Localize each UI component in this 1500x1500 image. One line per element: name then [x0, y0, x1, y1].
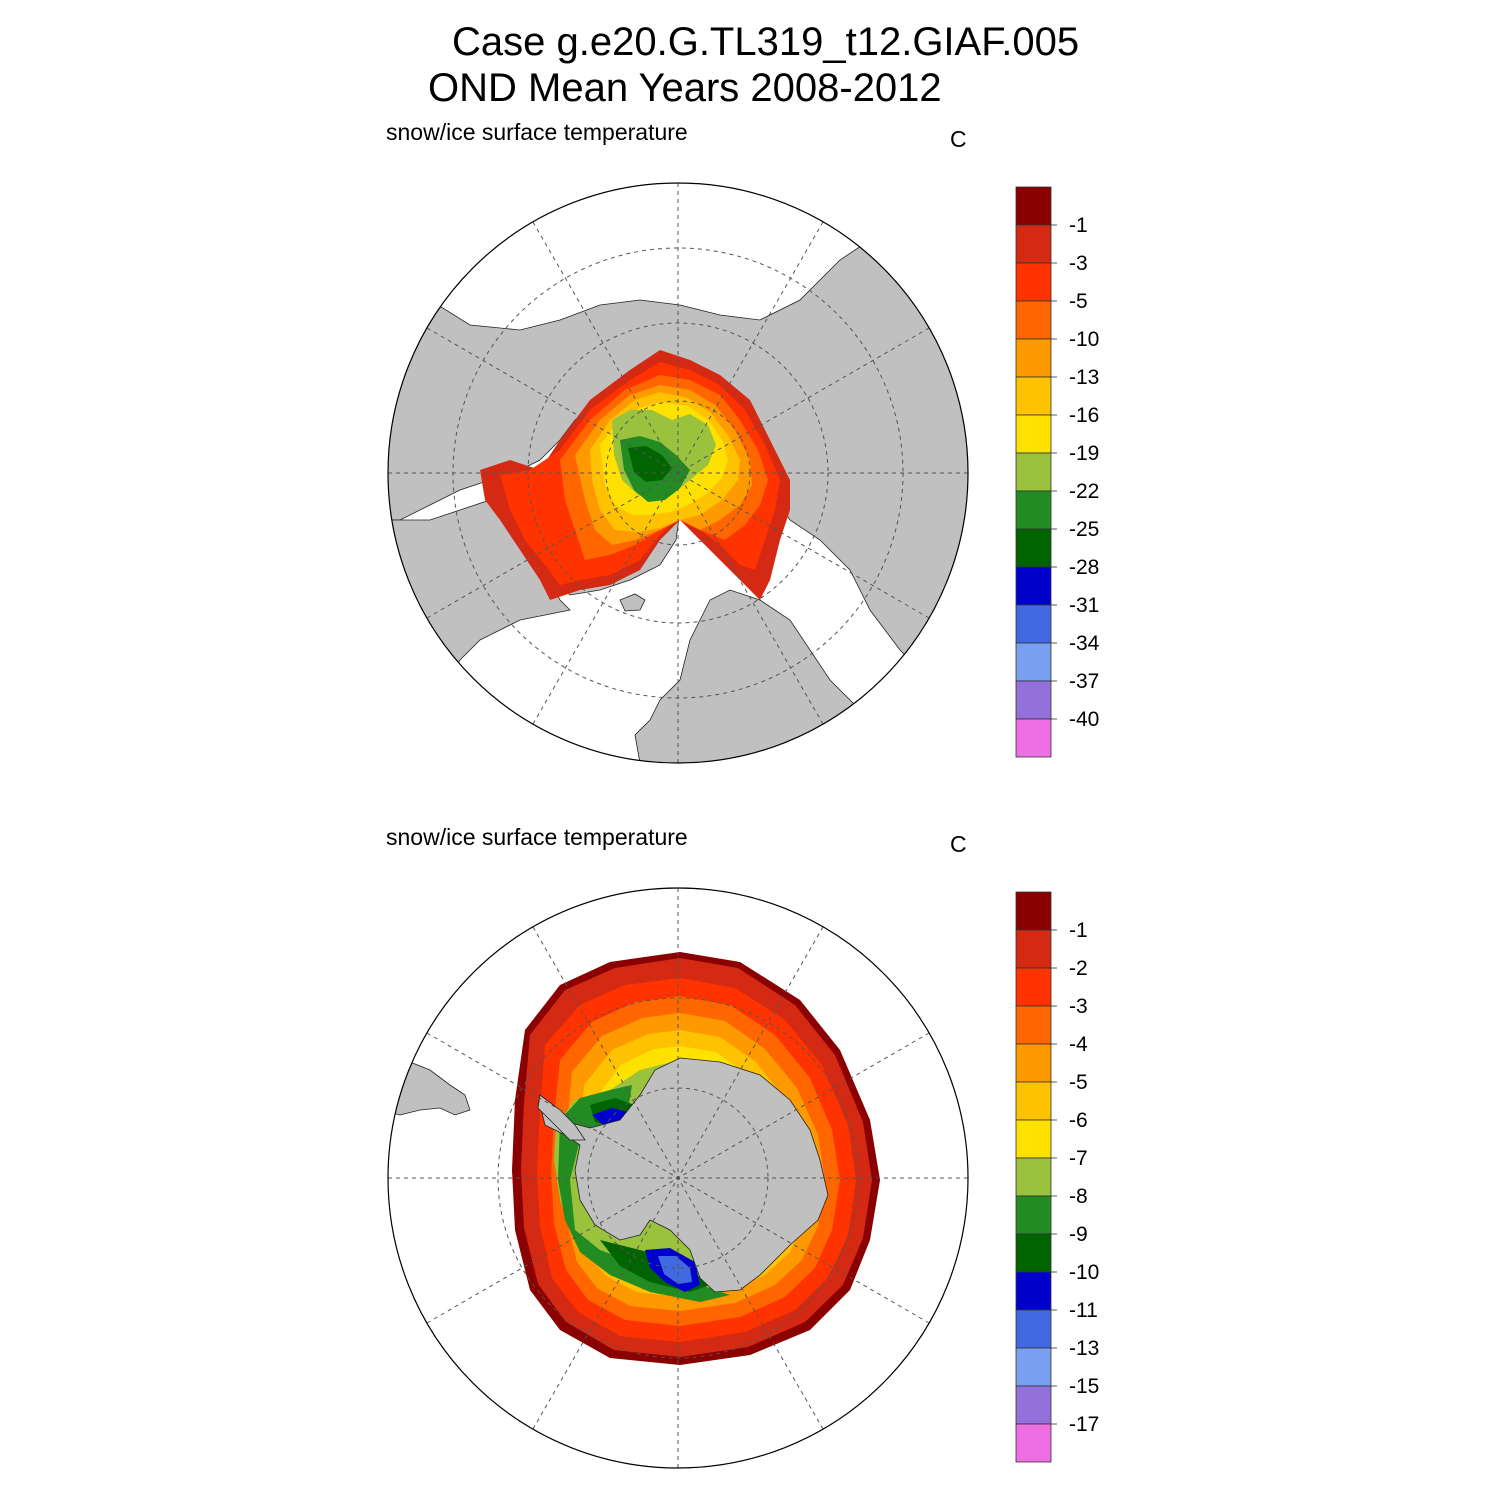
south-graticule [388, 888, 968, 1468]
north-colorbar-swatch [1015, 376, 1052, 416]
south-colorbar-label: -11 [1069, 1299, 1098, 1322]
south-units-label: C [950, 831, 967, 857]
figure-title-period: OND Mean Years 2008-2012 [428, 66, 942, 110]
north-colorbar-label: -5 [1069, 290, 1088, 313]
south-colorbar-swatch [1015, 929, 1052, 969]
south-colorbar-label: -17 [1069, 1413, 1099, 1436]
south-colorbar-label: -7 [1069, 1147, 1088, 1170]
north-colorbar-swatch [1015, 718, 1052, 758]
north-colorbar-swatch [1015, 642, 1052, 682]
south-colorbar-label: -13 [1069, 1337, 1099, 1360]
north-units-label: C [950, 126, 967, 152]
south-colorbar-swatch [1015, 1309, 1052, 1349]
north-colorbar-swatch [1015, 414, 1052, 454]
south-colorbar-swatch [1015, 891, 1052, 931]
north-colorbar-swatch [1015, 604, 1052, 644]
south-colorbar-swatch [1015, 967, 1052, 1007]
south-colorbar-label: -8 [1069, 1185, 1088, 1208]
south-colorbar-swatch [1015, 1005, 1052, 1045]
south-polar-map [387, 887, 969, 1469]
north-colorbar-swatch [1015, 300, 1052, 340]
south-colorbar-label: -10 [1069, 1261, 1099, 1284]
south-colorbar: -1 -2 -3 -4 -5 -6 -7 -8 -9 -10 -11 -13 -15 -17 [1015, 891, 1099, 1463]
north-colorbar-swatch [1015, 452, 1052, 492]
north-colorbar-label: -3 [1069, 252, 1088, 275]
south-colorbar-label: -6 [1069, 1109, 1088, 1132]
south-colorbar-swatch [1015, 1347, 1052, 1387]
north-graticule [388, 183, 968, 763]
north-colorbar-label: -25 [1069, 518, 1099, 541]
south-colorbar-label: -15 [1069, 1375, 1099, 1398]
figure-title-case: Case g.e20.G.TL319_t12.GIAF.005 [452, 20, 1080, 64]
north-colorbar-swatch [1015, 680, 1052, 720]
south-colorbar-swatch [1015, 1157, 1052, 1197]
north-variable-label: snow/ice surface temperature [386, 119, 688, 145]
north-colorbar-label: -28 [1069, 556, 1099, 579]
north-colorbar-swatch [1015, 338, 1052, 378]
north-colorbar-label: -40 [1069, 708, 1099, 731]
south-colorbar-swatch [1015, 1195, 1052, 1235]
north-colorbar-swatch [1015, 528, 1052, 568]
north-colorbar-label: -1 [1069, 214, 1088, 237]
north-colorbar-label: -34 [1069, 632, 1100, 655]
south-colorbar-swatch [1015, 1385, 1052, 1425]
north-colorbar-label: -22 [1069, 480, 1099, 503]
south-colorbar-swatch [1015, 1233, 1052, 1273]
south-ice-band-minus13 [658, 1256, 692, 1284]
south-colorbar-label: -1 [1069, 919, 1088, 942]
north-colorbar: -1 -3 -5 -10 -13 -16 -19 -22 -25 -28 -31 -34 -37 -40 [1015, 186, 1100, 758]
north-colorbar-swatch [1015, 186, 1052, 226]
south-colorbar-swatch [1015, 1423, 1052, 1463]
south-land-south-america [388, 1059, 471, 1116]
south-colorbar-label: -2 [1069, 957, 1088, 980]
south-colorbar-swatch [1015, 1081, 1052, 1121]
south-colorbar-swatch [1015, 1119, 1052, 1159]
north-land-iceland [619, 593, 646, 612]
north-colorbar-swatch [1015, 224, 1052, 264]
north-colorbar-label: -37 [1069, 670, 1099, 693]
north-colorbar-label: -16 [1069, 404, 1099, 427]
south-colorbar-swatch [1015, 1271, 1052, 1311]
south-colorbar-label: -5 [1069, 1071, 1088, 1094]
south-variable-label: snow/ice surface temperature [386, 824, 688, 850]
north-colorbar-swatch [1015, 262, 1052, 302]
south-colorbar-swatch [1015, 1043, 1052, 1083]
north-colorbar-label: -10 [1069, 328, 1099, 351]
north-map-border [387, 182, 969, 764]
north-colorbar-label: -19 [1069, 442, 1099, 465]
south-map-border [387, 887, 969, 1469]
north-colorbar-label: -31 [1069, 594, 1099, 617]
south-colorbar-label: -4 [1069, 1033, 1088, 1056]
south-antarctic-peninsula [537, 1094, 586, 1141]
north-polar-map [387, 182, 969, 764]
south-ice-band-minus9 [558, 1085, 730, 1302]
north-colorbar-label: -13 [1069, 366, 1099, 389]
north-colorbar-swatch [1015, 490, 1052, 530]
north-colorbar-swatch [1015, 566, 1052, 606]
south-colorbar-label: -9 [1069, 1223, 1088, 1246]
south-colorbar-label: -3 [1069, 995, 1088, 1018]
